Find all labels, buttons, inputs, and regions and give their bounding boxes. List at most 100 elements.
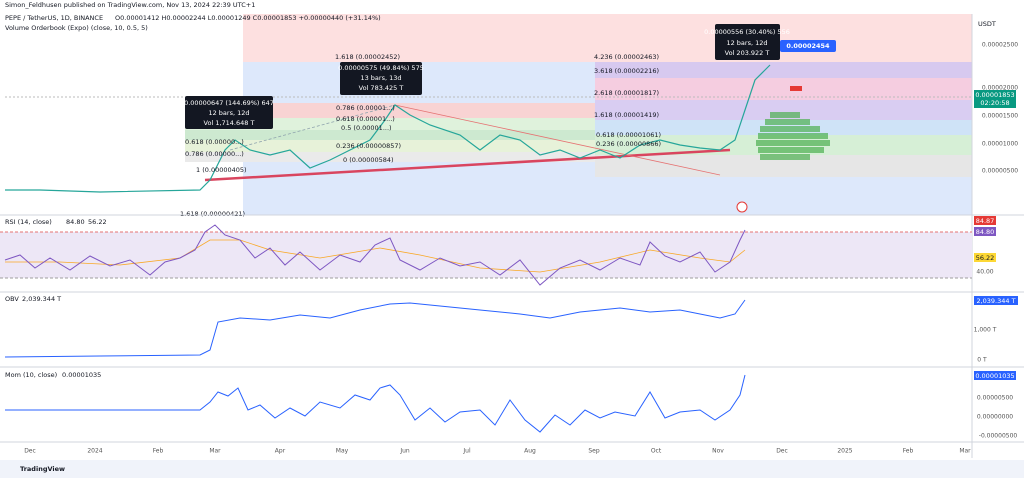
fib-label: 0.236 (0.00000857) <box>336 142 401 150</box>
rsi-ma-value: 56.22 <box>88 218 107 226</box>
price-tag-countdown: 02:20:58 <box>980 99 1009 107</box>
time-axis-label: 2025 <box>837 448 852 455</box>
time-axis-label: Mar <box>959 448 971 455</box>
fib-label: 4.236 (0.00002463) <box>594 53 659 61</box>
obv-value: 2,039.344 T <box>22 295 61 303</box>
orderbook-bar <box>790 86 802 91</box>
time-axis-label: Sep <box>588 448 600 455</box>
fib-label: 0.236 (0.00000866) <box>596 140 661 148</box>
callout-change: 0.00000556 (30.40%) 556 <box>704 28 790 36</box>
callout-volume: Vol 783.425 T <box>359 84 404 92</box>
fib-label: 0.618 (0.00001061) <box>596 131 661 139</box>
mom-axis-label: 0.00001035 <box>975 372 1014 380</box>
price-line <box>5 64 771 193</box>
fib-band <box>595 62 972 78</box>
trend-line <box>229 104 396 151</box>
time-axis-label: Feb <box>903 448 914 455</box>
price-axis-label: 0.00001000 <box>982 141 1018 148</box>
fib-label: 3.618 (0.00002216) <box>594 67 659 75</box>
time-axis-label: 2024 <box>87 448 102 455</box>
publisher: Simon_Feldhusen published on TradingView… <box>5 1 255 9</box>
trend-line <box>394 104 721 176</box>
orderbook-bar <box>758 147 824 153</box>
mom-axis-label: 0.00000500 <box>977 395 1013 402</box>
callout-box <box>715 24 780 60</box>
callout-box <box>340 62 422 95</box>
callout-change: 0.00000575 (49.84%) 575 <box>338 64 424 72</box>
orderbook-bar <box>760 154 810 160</box>
fib-label: 0 (0.00000584) <box>343 156 394 164</box>
rsi-axis-label: 84.87 <box>976 217 995 225</box>
callout-bars: 12 bars, 12d <box>726 39 767 47</box>
fib-label: 0.618 (0.00001...) <box>336 115 395 123</box>
orderbook-bar <box>765 119 810 125</box>
price-tag-value: 0.00001853 <box>975 91 1014 99</box>
mom-title: Mom (10, close) <box>5 371 57 379</box>
symbol: PEPE / TetherUS, 1D, BINANCE <box>5 14 103 22</box>
fib-band <box>185 103 595 118</box>
price-axis-label: 0.00002000 <box>982 85 1018 92</box>
trend-line <box>204 148 731 182</box>
fib-label: 0.5 (0.00001...) <box>341 124 392 132</box>
time-axis-label: Dec <box>24 448 36 455</box>
callout-change: 0.00000647 (144.69%) 647 <box>184 99 274 107</box>
rsi-axis-label: 84.80 <box>976 228 995 236</box>
fib-label: 0.618 (0.00000...) <box>185 138 244 146</box>
callout-volume: Vol 203.922 T <box>725 49 770 57</box>
orderbook-bar <box>756 140 830 146</box>
mom-value: 0.00001035 <box>62 371 101 379</box>
obv-axis-label: 2,039.344 T <box>976 297 1015 305</box>
obv-line <box>4 299 746 358</box>
callout-box <box>185 96 273 129</box>
time-axis-label: Feb <box>153 448 164 455</box>
mom-line <box>5 374 746 433</box>
rsi-axis-label: 40.00 <box>976 269 993 276</box>
callout-volume: Vol 1,714.648 T <box>204 119 255 127</box>
fib-label: 1 (0.00000405) <box>196 166 247 174</box>
fib-band <box>185 118 595 130</box>
rsi-title: RSI (14, close) <box>5 218 52 226</box>
axis-tag <box>974 216 996 225</box>
orderbook-bar <box>758 133 828 139</box>
time-axis-label: Aug <box>524 448 536 455</box>
fib-band <box>595 100 972 120</box>
price-tag <box>974 90 1016 108</box>
footer-brand: TradingView <box>20 465 65 473</box>
mom-axis-label: -0.00000500 <box>979 433 1018 440</box>
time-axis-label: May <box>336 448 349 455</box>
time-axis-label: Nov <box>712 448 724 455</box>
event-icon <box>736 201 748 213</box>
fib-band <box>595 155 972 177</box>
axis-tag <box>974 296 1018 305</box>
fib-band <box>185 130 595 140</box>
obv-axis-label: 0 T <box>977 357 987 364</box>
rsi-value: 84.80 <box>66 218 85 226</box>
callout-bars: 12 bars, 12d <box>208 109 249 117</box>
fib-label: 1.618 (0.00002452) <box>335 53 400 61</box>
obv-axis-label: 1,000 T <box>974 327 997 334</box>
rsi-line <box>4 224 746 286</box>
callout-bars: 13 bars, 13d <box>360 74 401 82</box>
fib-label: 1.618 (0.00000421) <box>180 210 245 218</box>
axis-tag <box>974 371 1016 380</box>
time-axis-label: Oct <box>651 448 662 455</box>
axis-tag <box>974 253 996 262</box>
footer <box>0 460 1024 478</box>
orderbook-bar <box>760 126 820 132</box>
fib-band <box>185 152 595 162</box>
time-axis-label: Jul <box>462 448 471 455</box>
indicator: Volume Orderbook (Expo) (close, 10, 0.5,… <box>5 24 148 32</box>
price-axis-label: 0.00001500 <box>982 113 1018 120</box>
obv-title: OBV <box>5 295 19 303</box>
fib-label: 2.618 (0.00001817) <box>594 89 659 97</box>
fib-band <box>595 78 972 100</box>
rsi-axis-label: 56.22 <box>976 254 995 262</box>
orderbook-bar <box>770 112 800 118</box>
time-axis: Dec 2024 Feb Mar Apr May Jun Jul Aug Sep Oct Nov Dec… <box>24 448 971 455</box>
rsi-band <box>0 232 972 278</box>
ohlc: O0.00001412 H0.00002244 L0.00001249 C0.0… <box>115 14 381 22</box>
price-axis-label: 0.00002500 <box>982 42 1018 49</box>
time-axis-label: Apr <box>275 448 286 455</box>
fib-band <box>185 140 595 152</box>
